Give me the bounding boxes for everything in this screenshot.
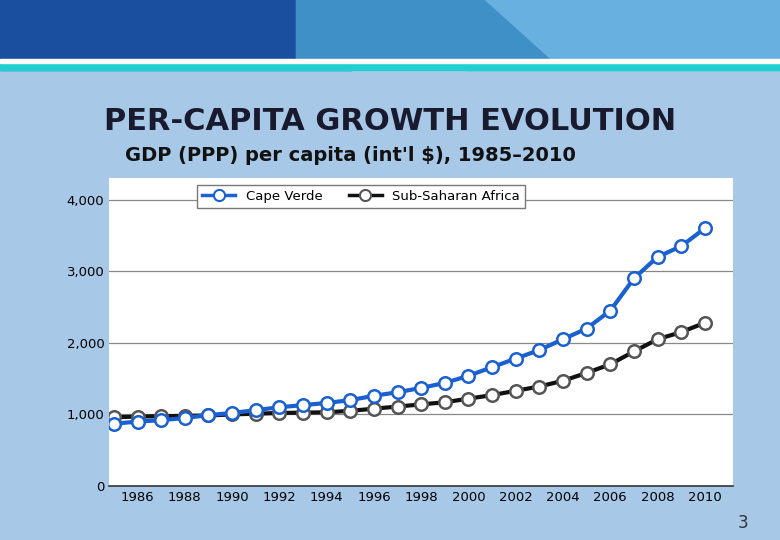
Bar — [0, 63, 780, 70]
Legend: Cape Verde, Sub-Saharan Africa: Cape Verde, Sub-Saharan Africa — [197, 185, 526, 208]
Bar — [0, 59, 780, 63]
Text: GDP (PPP) per capita (int'l $), 1985–2010: GDP (PPP) per capita (int'l $), 1985–201… — [125, 146, 576, 165]
Bar — [468, 0, 780, 70]
Bar — [0, 0, 351, 70]
Text: 3: 3 — [738, 514, 749, 532]
Text: PER-CAPITA GROWTH EVOLUTION: PER-CAPITA GROWTH EVOLUTION — [104, 107, 676, 136]
Polygon shape — [296, 0, 562, 70]
